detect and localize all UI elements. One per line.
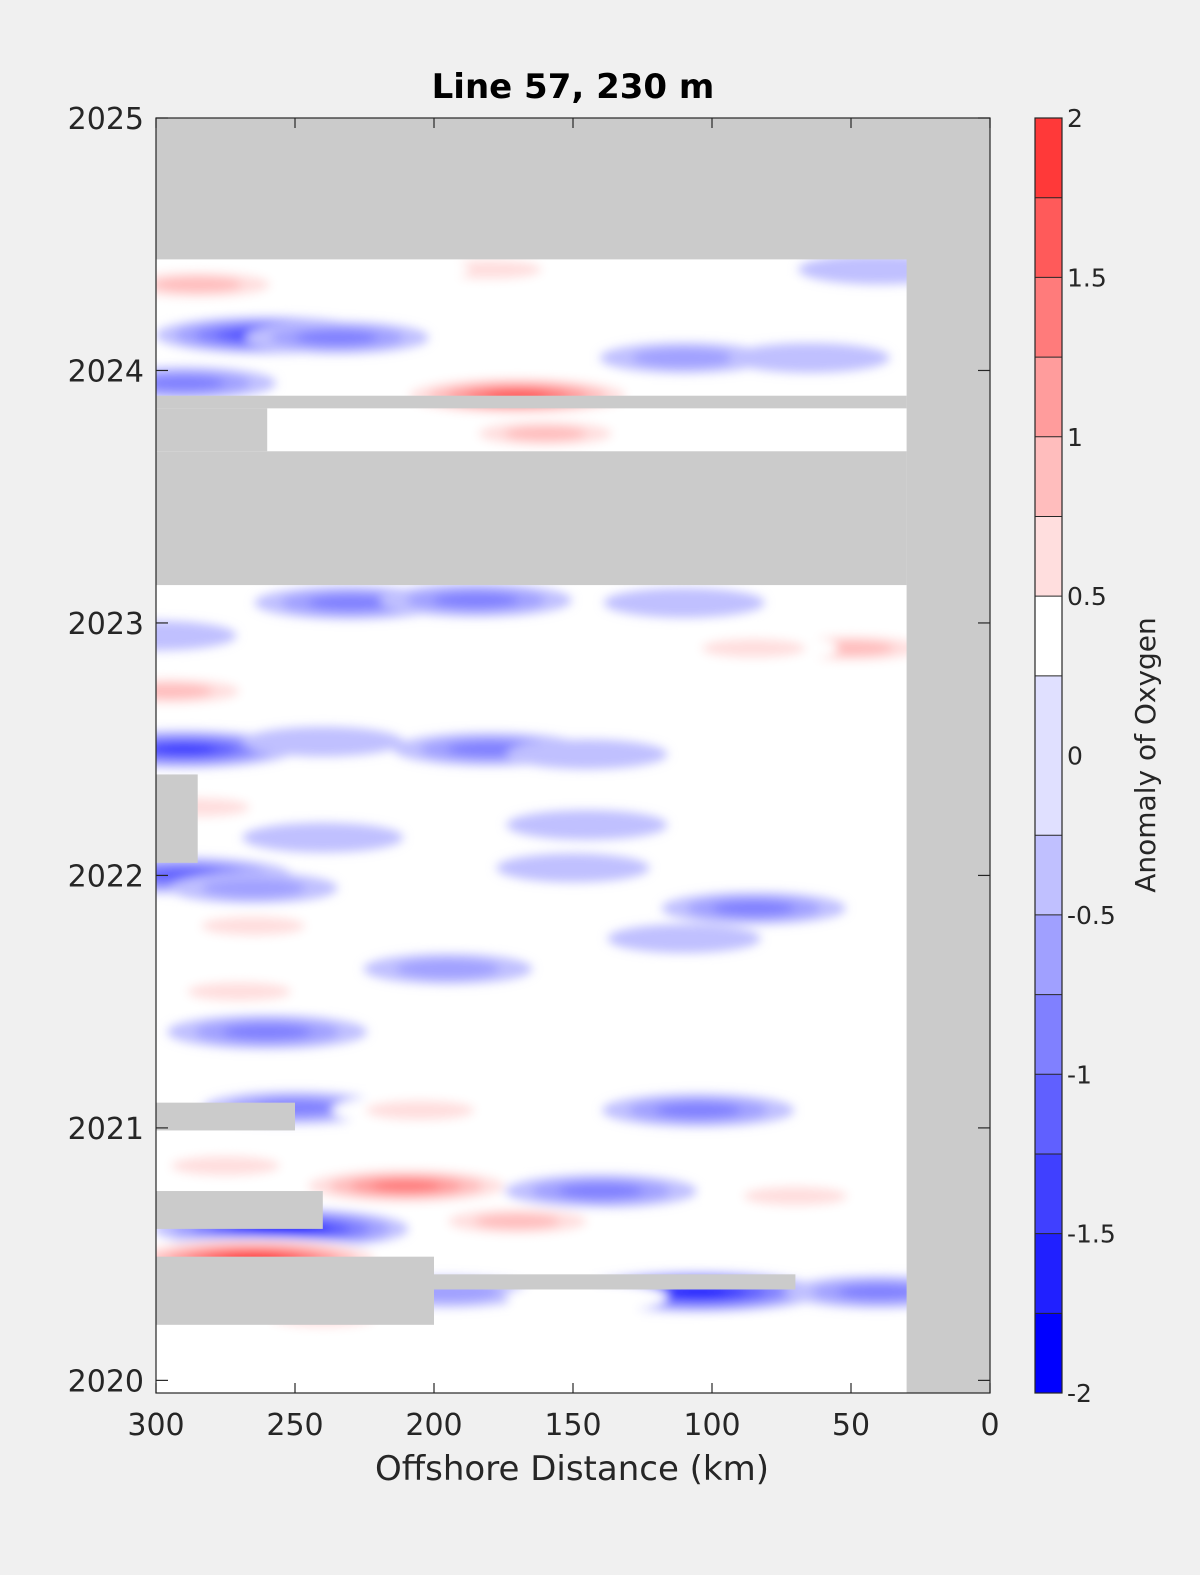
anomaly-feature-15 bbox=[156, 620, 237, 651]
y-tick-label: 2022 bbox=[68, 859, 144, 894]
x-tick-label: 200 bbox=[405, 1408, 462, 1443]
colorbar-swatch bbox=[1035, 1233, 1062, 1314]
anomaly-feature-39 bbox=[450, 1017, 612, 1047]
colorbar-tick-label: 0.5 bbox=[1067, 582, 1107, 611]
no-data-region bbox=[156, 1256, 434, 1325]
anomaly-feature-0 bbox=[156, 267, 298, 302]
anomaly-feature-47 bbox=[710, 1180, 880, 1212]
no-data-region bbox=[156, 451, 907, 586]
chart-title: Line 57, 230 m bbox=[432, 67, 715, 107]
colorbar-tick-label: 1 bbox=[1067, 423, 1083, 452]
anomaly-feature-5 bbox=[452, 417, 638, 450]
colorbar-swatch bbox=[1035, 1074, 1062, 1154]
x-tick-label: 100 bbox=[683, 1408, 740, 1443]
anomaly-feature-27 bbox=[168, 872, 338, 904]
anomaly-feature-31 bbox=[661, 891, 846, 925]
colorbar-tick-label: -2 bbox=[1067, 1379, 1092, 1408]
anomaly-feature-20 bbox=[607, 679, 761, 709]
no-data-region bbox=[156, 1191, 323, 1229]
colorbar-swatch bbox=[1035, 914, 1062, 995]
no-data-region bbox=[156, 774, 198, 863]
anomaly-feature-33 bbox=[168, 910, 338, 942]
anomaly-feature-24 bbox=[506, 739, 668, 770]
y-tick-label: 2024 bbox=[68, 354, 144, 389]
colorbar-label: Anomaly of Oxygen bbox=[1129, 617, 1162, 893]
colorbar-swatch bbox=[1035, 118, 1062, 198]
anomaly-feature-16 bbox=[156, 674, 267, 708]
colorbar: -2 -1.5 -1 -0.5 0 0.5 1 1.5 2 bbox=[1034, 104, 1116, 1408]
colorbar-swatch bbox=[1035, 516, 1062, 597]
x-tick-label: 150 bbox=[544, 1408, 601, 1443]
anomaly-feature-28 bbox=[242, 822, 404, 853]
anomaly-feature-6 bbox=[631, 279, 793, 310]
anomaly-feature-34 bbox=[381, 903, 543, 934]
x-tick-label: 250 bbox=[266, 1408, 323, 1443]
anomaly-feature-41 bbox=[331, 1094, 509, 1127]
no-data-region bbox=[156, 395, 907, 409]
anomaly-feature-38 bbox=[167, 1014, 368, 1050]
anomaly-feature-2 bbox=[244, 321, 429, 354]
colorbar-swatch bbox=[1035, 197, 1062, 278]
no-data-region bbox=[156, 408, 268, 452]
colorbar-swatch bbox=[1035, 357, 1062, 437]
y-axis: 2020 2021 2022 2023 2024 2025 bbox=[68, 102, 990, 1399]
anomaly-feature-21 bbox=[156, 730, 296, 768]
anomaly-feature-42 bbox=[601, 1093, 795, 1127]
anomaly-feature-56 bbox=[617, 1345, 779, 1376]
colorbar-frame bbox=[1034, 117, 1063, 1394]
anomaly-feature-45 bbox=[421, 1204, 614, 1239]
colorbar-tick-label: 0 bbox=[1067, 742, 1083, 771]
colorbar-tick-label: -0.5 bbox=[1067, 901, 1116, 930]
anomaly-feature-52 bbox=[506, 1282, 668, 1312]
anomaly-feature-43 bbox=[156, 1149, 314, 1182]
anomaly-feature-22 bbox=[242, 726, 404, 757]
anomaly-feature-14 bbox=[603, 587, 765, 618]
y-tick-label: 2020 bbox=[68, 1364, 144, 1399]
colorbar-swatch bbox=[1035, 835, 1062, 915]
no-data-mask bbox=[156, 118, 990, 1393]
anomaly-feature-32 bbox=[607, 924, 761, 953]
x-axis-label: Offshore Distance (km) bbox=[375, 1449, 769, 1489]
colorbar-swatch bbox=[1035, 277, 1062, 358]
anomaly-feature-8 bbox=[728, 342, 890, 373]
colorbar-swatch bbox=[1035, 596, 1062, 676]
x-tick-label: 50 bbox=[832, 1408, 870, 1443]
colorbar-swatch bbox=[1035, 1313, 1062, 1393]
colorbar-tick-label: -1 bbox=[1067, 1060, 1092, 1089]
y-tick-label: 2023 bbox=[68, 607, 144, 642]
anomaly-feature-44 bbox=[286, 1166, 526, 1206]
anomaly-feature-35 bbox=[363, 953, 533, 985]
x-axis: 300 250 200 150 100 50 0 bbox=[127, 118, 1000, 1443]
anomaly-feature-30 bbox=[496, 853, 650, 883]
anomaly-feature-7 bbox=[599, 342, 769, 374]
anomaly-feature-36 bbox=[156, 976, 324, 1007]
no-data-region bbox=[906, 118, 990, 1393]
anomaly-feature-19 bbox=[450, 640, 612, 671]
anomaly-feature-37 bbox=[593, 974, 748, 1004]
anomaly-feature-25 bbox=[156, 791, 283, 823]
colorbar-tick-label: 1.5 bbox=[1067, 263, 1107, 292]
anomaly-feature-29 bbox=[506, 810, 668, 840]
no-data-region bbox=[156, 118, 990, 260]
colorbar-swatch bbox=[1035, 436, 1062, 517]
colorbar-tick-label: -1.5 bbox=[1067, 1220, 1116, 1249]
anomaly-feature-46 bbox=[504, 1174, 697, 1208]
anomaly-feature-13 bbox=[379, 583, 572, 617]
anomaly-feature-3 bbox=[156, 366, 277, 400]
no-data-region bbox=[156, 1102, 295, 1131]
colorbar-swatch bbox=[1035, 675, 1062, 836]
x-tick-label: 300 bbox=[127, 1408, 184, 1443]
y-tick-label: 2021 bbox=[68, 1112, 144, 1147]
colorbar-swatch bbox=[1035, 1153, 1062, 1234]
anomaly-feature-10 bbox=[315, 255, 470, 284]
colorbar-swatch bbox=[1035, 994, 1062, 1075]
colorbar-tick-label: 2 bbox=[1067, 104, 1083, 133]
x-tick-label: 0 bbox=[980, 1408, 999, 1443]
anomaly-feature-18 bbox=[669, 632, 839, 664]
y-tick-label: 2025 bbox=[68, 102, 144, 137]
